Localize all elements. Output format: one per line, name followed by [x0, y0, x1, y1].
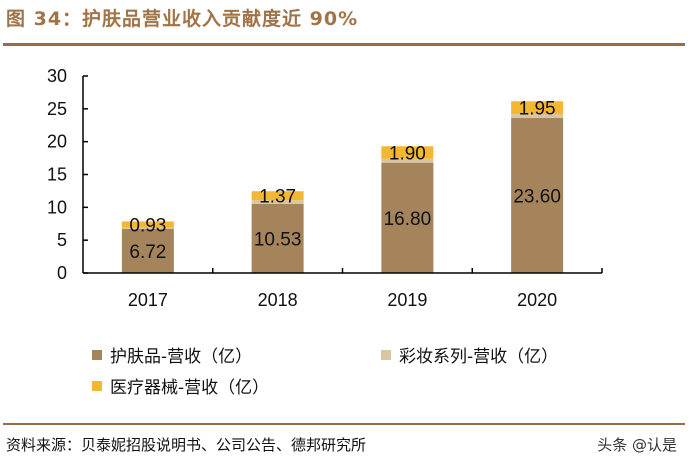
x-tick-label: 2019: [387, 290, 427, 310]
data-label: 16.80: [384, 209, 432, 230]
y-tick-label: 15: [47, 165, 67, 185]
bar-segment: [251, 191, 304, 201]
bar-segment: [381, 162, 434, 273]
bar-segment: [511, 118, 564, 273]
title-divider: [3, 43, 685, 46]
bar-segment: [121, 227, 174, 229]
legend-item-skincare: 护肤品-营收（亿）: [92, 342, 252, 367]
data-label: 23.60: [513, 187, 561, 208]
bar-segment: [251, 200, 304, 204]
bar-segment: [381, 158, 434, 163]
source-note: 资料来源：贝泰妮招股说明书、公司公告、德邦研究所: [6, 436, 367, 454]
x-tick-label: 2017: [128, 290, 168, 310]
y-tick-label: 10: [47, 197, 67, 217]
y-tick-label: 25: [47, 99, 67, 119]
y-tick-label: 20: [47, 132, 67, 152]
bar-segment: [511, 114, 564, 119]
x-tick-label: 2018: [258, 290, 298, 310]
data-label: 0.93: [129, 216, 166, 237]
legend-label: 医疗器械-营收（亿）: [110, 378, 270, 398]
stacked-bar-chart: 6.72 0.93 2017 10.53 1.37 2018 16.80 1.90 2019 23…: [47, 66, 603, 310]
bar-segment: [251, 203, 304, 273]
data-label: 1.90: [389, 144, 426, 165]
data-label: 1.37: [259, 187, 296, 208]
bar-segment: [511, 101, 564, 115]
legend-swatch: [92, 349, 102, 360]
data-label: 1.95: [519, 99, 556, 120]
y-tick-label: 0: [57, 263, 67, 283]
bar-segment: [121, 221, 174, 228]
bar-segment: [121, 228, 174, 273]
data-label: 6.72: [129, 242, 166, 263]
footer-divider: [3, 423, 685, 425]
bar-segment: [381, 146, 434, 159]
legend-label: 护肤品-营收（亿）: [110, 347, 253, 367]
watermark: 头条 @认是: [597, 436, 677, 454]
legend-item-makeup: 彩妆系列-营收（亿）: [381, 342, 558, 367]
legend-label: 彩妆系列-营收（亿）: [399, 347, 559, 367]
figure-title: 图 34：护肤品营业收入贡献度近 90%: [6, 8, 359, 30]
legend-item-medical: 医疗器械-营收（亿）: [92, 373, 269, 398]
y-tick-label: 5: [57, 230, 67, 250]
legend-swatch: [92, 380, 102, 391]
y-tick-label: 30: [47, 66, 67, 86]
legend-swatch: [381, 349, 391, 360]
x-tick-label: 2020: [517, 290, 557, 310]
data-label: 10.53: [254, 229, 302, 250]
